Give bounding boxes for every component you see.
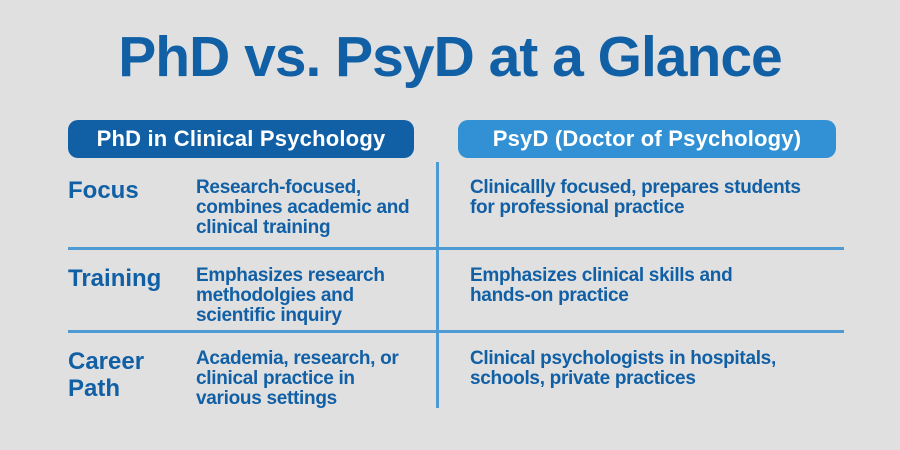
training-psyd-text: Emphasizes clinical skills and hands-on …: [470, 265, 733, 306]
column-divider-line: [436, 162, 439, 408]
comparison-table: Focus Research-focused, combines academi…: [68, 162, 844, 417]
row-label-training: Training: [68, 265, 162, 292]
column-header-phd-pill: PhD in Clinical Psychology: [68, 120, 414, 158]
table-row-training: Training Emphasizes research methodolgie…: [68, 250, 844, 333]
page-title: PhD vs. PsyD at a Glance: [118, 25, 782, 89]
career-path-psyd-text: Clinical psychologists in hospitals, sch…: [470, 348, 776, 389]
focus-phd-text: Research-focused, combines academic and …: [196, 177, 410, 238]
row-label-career-path: Career Path: [68, 348, 145, 402]
focus-psyd-text: Clinicallly focused, prepares students f…: [470, 177, 801, 218]
training-phd-text: Emphasizes research methodolgies and sci…: [196, 265, 385, 326]
column-header-psyd-pill: PsyD (Doctor of Psychology): [458, 120, 836, 158]
table-row-focus: Focus Research-focused, combines academi…: [68, 162, 844, 250]
career-path-phd-text: Academia, research, or clinical practice…: [196, 348, 399, 409]
row-label-focus: Focus: [68, 177, 139, 204]
table-row-career-path: Career Path Academia, research, or clini…: [68, 333, 844, 417]
